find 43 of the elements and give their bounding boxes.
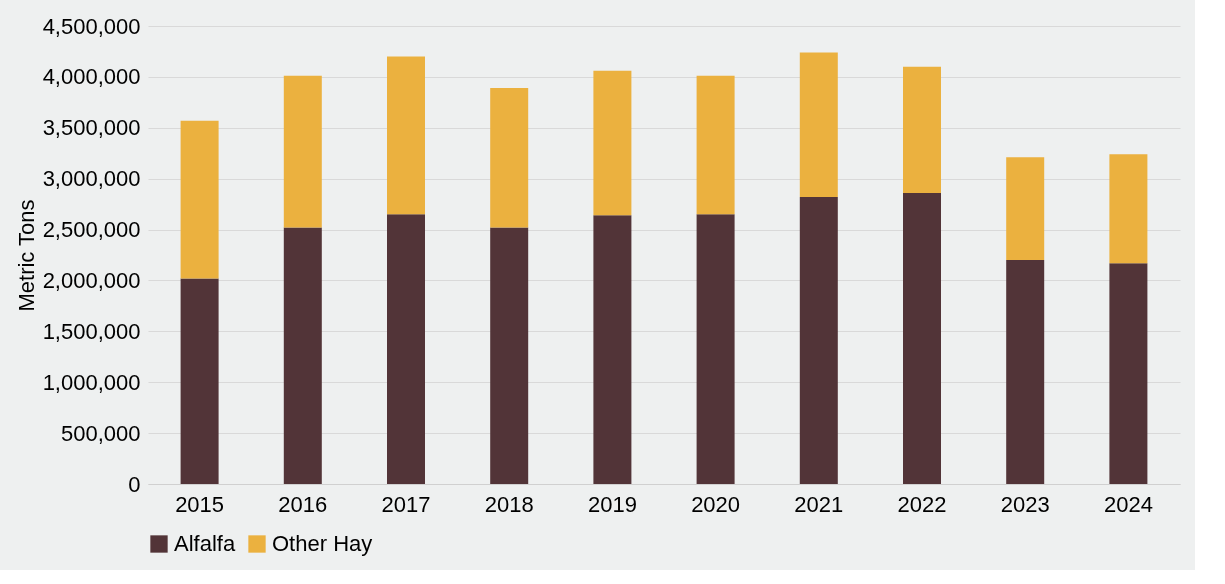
x-tick-label: 2017 — [381, 491, 431, 517]
bar — [490, 88, 529, 228]
x-tick-label: 2023 — [1000, 491, 1050, 517]
y-tick-label: 3,000,000 — [42, 166, 141, 192]
bar — [283, 75, 322, 228]
legend-label: Other Hay — [272, 531, 373, 556]
bar — [1109, 154, 1148, 264]
bar — [387, 56, 425, 215]
bar — [1109, 263, 1148, 484]
bar — [903, 192, 941, 484]
bar — [180, 278, 219, 484]
x-tick-label: 2019 — [587, 491, 637, 517]
x-tick-label: 2015 — [175, 491, 225, 517]
bar — [593, 70, 632, 216]
bar — [799, 52, 838, 197]
y-tick-label: 4,500,000 — [42, 13, 141, 39]
y-tick-label: 500,000 — [60, 420, 141, 446]
bar — [696, 214, 735, 484]
x-tick-label: 2018 — [484, 491, 534, 517]
y-tick-label: 1,500,000 — [42, 318, 141, 344]
x-tick-label: 2021 — [794, 491, 844, 517]
x-tick-label: 2020 — [691, 491, 741, 517]
bar — [903, 66, 941, 193]
x-tick-label: 2016 — [278, 491, 328, 517]
bar — [387, 214, 425, 484]
y-axis-title: Metric Tons — [13, 199, 39, 312]
bar — [1006, 157, 1045, 261]
legend-label: Alfalfa — [174, 531, 236, 556]
bar — [490, 227, 529, 484]
bar — [696, 75, 735, 215]
bar — [180, 120, 219, 279]
y-tick-label: 4,000,000 — [42, 64, 141, 90]
bar — [283, 227, 322, 484]
bar — [799, 196, 838, 484]
bar — [593, 215, 632, 484]
x-tick-label: 2022 — [897, 491, 947, 517]
y-tick-label: 2,500,000 — [42, 217, 141, 243]
y-tick-label: 3,500,000 — [42, 115, 141, 141]
y-tick-label: 0 — [128, 471, 141, 497]
bar — [1006, 260, 1045, 484]
x-tick-label: 2024 — [1103, 491, 1153, 517]
y-tick-label: 2,000,000 — [42, 267, 141, 293]
y-tick-label: 1,000,000 — [42, 369, 141, 395]
